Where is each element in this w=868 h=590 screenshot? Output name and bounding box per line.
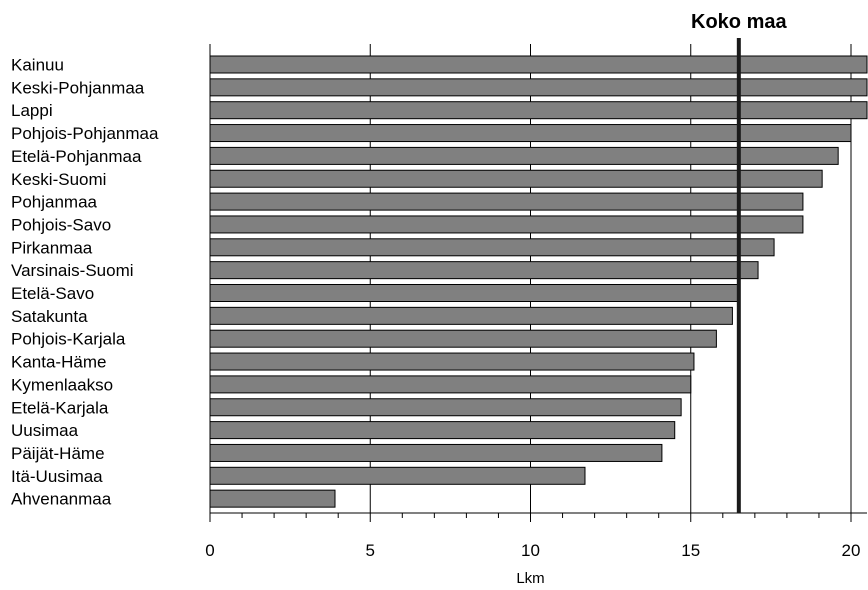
category-label-1: Keski-Pohjanmaa — [11, 78, 145, 97]
category-label-7: Pohjois-Savo — [11, 215, 111, 234]
category-label-6: Pohjanmaa — [11, 193, 98, 212]
bar-17 — [209, 443, 663, 462]
category-label-12: Pohjois-Karjala — [11, 330, 126, 349]
category-label-16: Uusimaa — [11, 421, 79, 440]
bar-15 — [209, 398, 682, 417]
tick-label-0: 0 — [205, 541, 214, 560]
bar-19 — [209, 489, 336, 508]
bar-16 — [209, 421, 676, 440]
category-label-17: Päijät-Häme — [11, 444, 105, 463]
category-label-18: Itä-Uusimaa — [11, 467, 103, 486]
tick-label-3: 15 — [681, 541, 700, 560]
category-label-3: Pohjois-Pohjanmaa — [11, 124, 159, 143]
bar-18 — [209, 466, 586, 485]
bar-6 — [209, 192, 804, 211]
bar-14 — [209, 375, 692, 394]
category-label-19: Ahvenanmaa — [11, 490, 112, 509]
reference-line-label: Koko maa — [691, 11, 787, 33]
category-label-8: Pirkanmaa — [11, 238, 93, 257]
category-label-4: Etelä-Pohjanmaa — [11, 147, 142, 166]
bar-11 — [209, 306, 733, 325]
bar-7 — [209, 215, 804, 234]
bar-3 — [209, 124, 852, 143]
bar-10 — [209, 284, 740, 302]
bar-8 — [209, 238, 775, 257]
category-label-11: Satakunta — [11, 307, 88, 326]
category-label-14: Kymenlaakso — [11, 375, 113, 394]
category-label-9: Varsinais-Suomi — [11, 261, 134, 280]
category-label-0: Kainuu — [11, 56, 64, 75]
bar-12 — [209, 329, 717, 348]
x-axis-ticks: 0 5 10 15 20 — [205, 513, 860, 560]
bar-0 — [209, 55, 868, 74]
bar-4 — [209, 146, 839, 165]
category-label-2: Lappi — [11, 101, 53, 120]
bar-5 — [209, 169, 823, 188]
bars — [209, 55, 868, 508]
bar-13 — [209, 352, 695, 371]
bar-9 — [209, 261, 759, 280]
category-label-5: Keski-Suomi — [11, 170, 106, 189]
category-label-15: Etelä-Karjala — [11, 398, 109, 417]
tick-label-2: 10 — [521, 541, 540, 560]
x-axis-title: Lkm — [516, 570, 544, 587]
tick-label-1: 5 — [366, 541, 375, 560]
category-label-10: Etelä-Savo — [11, 284, 94, 303]
category-label-13: Kanta-Häme — [11, 353, 106, 372]
bar-1 — [209, 78, 868, 97]
tick-label-4: 20 — [842, 541, 861, 560]
bar-2 — [209, 101, 868, 120]
category-labels: Kainuu Keski-Pohjanmaa Lappi Pohjois-Pohjan… — [11, 56, 159, 509]
